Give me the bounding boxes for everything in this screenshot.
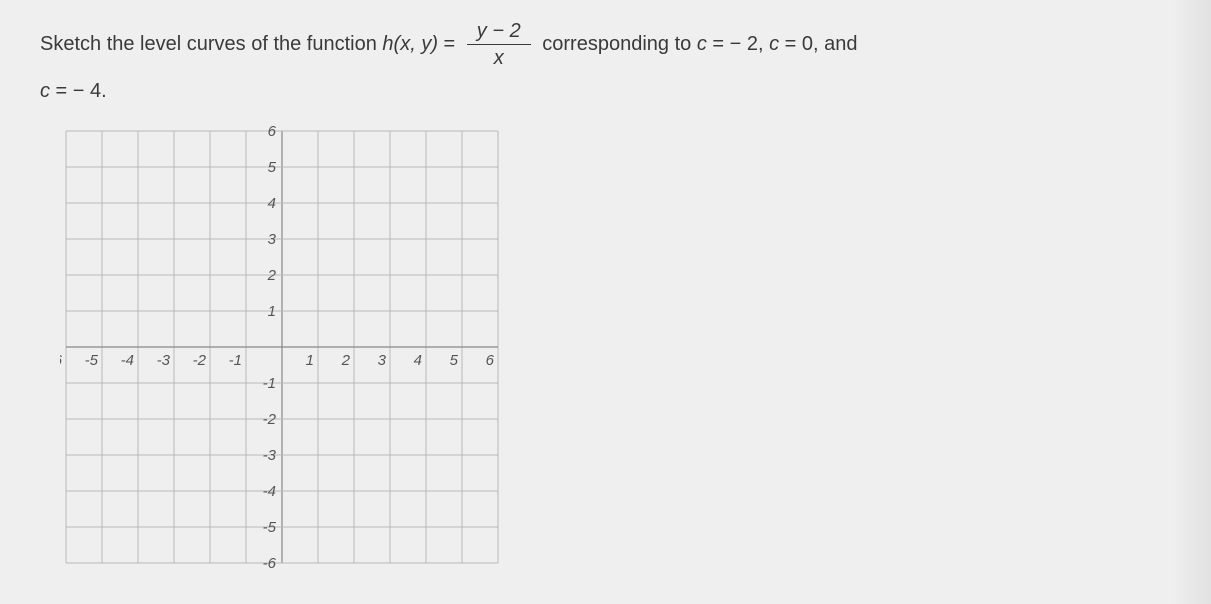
svg-text:5: 5 [268, 159, 277, 176]
fraction-numerator: y − 2 [467, 20, 531, 45]
func-args: (x, y) [394, 33, 438, 55]
text-mid: corresponding to [537, 33, 697, 55]
svg-text:6: 6 [268, 125, 277, 140]
svg-text:-2: -2 [193, 352, 207, 369]
svg-text:5: 5 [450, 352, 459, 369]
val-1: − 2, [730, 33, 769, 55]
val-3: − 4. [73, 80, 107, 102]
svg-text:-4: -4 [121, 352, 134, 369]
equals-sign: = [438, 33, 461, 55]
coordinate-grid: -6 -5 -4 -3 -2 -1 1 2 3 4 5 6 -6 -5 -4 -3 -2 -1 1 2 3 4 5 6 [60, 125, 504, 569]
svg-text:-6: -6 [263, 555, 277, 569]
svg-text:-1: -1 [263, 375, 276, 392]
svg-text:-3: -3 [157, 352, 171, 369]
graph-container: -6 -5 -4 -3 -2 -1 1 2 3 4 5 6 -6 -5 -4 -3 -2 -1 1 2 3 4 5 6 [60, 125, 1171, 569]
page-container: Sketch the level curves of the function … [0, 0, 1211, 604]
c-symbol-3: c [40, 80, 50, 102]
page-edge-shadow [1171, 0, 1211, 604]
svg-text:1: 1 [306, 352, 314, 369]
svg-text:1: 1 [268, 303, 276, 320]
svg-text:3: 3 [378, 352, 387, 369]
svg-text:6: 6 [486, 352, 495, 369]
val-2: 0, and [802, 33, 858, 55]
text-prefix: Sketch the level curves of the function [40, 33, 382, 55]
svg-text:4: 4 [268, 195, 276, 212]
svg-text:2: 2 [267, 267, 277, 284]
c-symbol-1: c [697, 33, 707, 55]
eq-3: = [50, 80, 73, 102]
c-symbol-2: c [769, 33, 779, 55]
svg-text:-6: -6 [60, 352, 63, 369]
svg-text:-4: -4 [263, 483, 276, 500]
svg-text:4: 4 [414, 352, 422, 369]
svg-text:-5: -5 [85, 352, 99, 369]
func-name: h [382, 33, 393, 55]
svg-text:-5: -5 [263, 519, 277, 536]
svg-text:-3: -3 [263, 447, 277, 464]
svg-text:-2: -2 [263, 411, 277, 428]
svg-text:2: 2 [341, 352, 351, 369]
svg-text:3: 3 [268, 231, 277, 248]
problem-statement: Sketch the level curves of the function … [40, 20, 1171, 113]
eq-2: = [779, 33, 802, 55]
svg-text:-1: -1 [229, 352, 242, 369]
fraction-denominator: x [467, 45, 531, 69]
fraction: y − 2x [467, 20, 531, 69]
eq-1: = [707, 33, 730, 55]
